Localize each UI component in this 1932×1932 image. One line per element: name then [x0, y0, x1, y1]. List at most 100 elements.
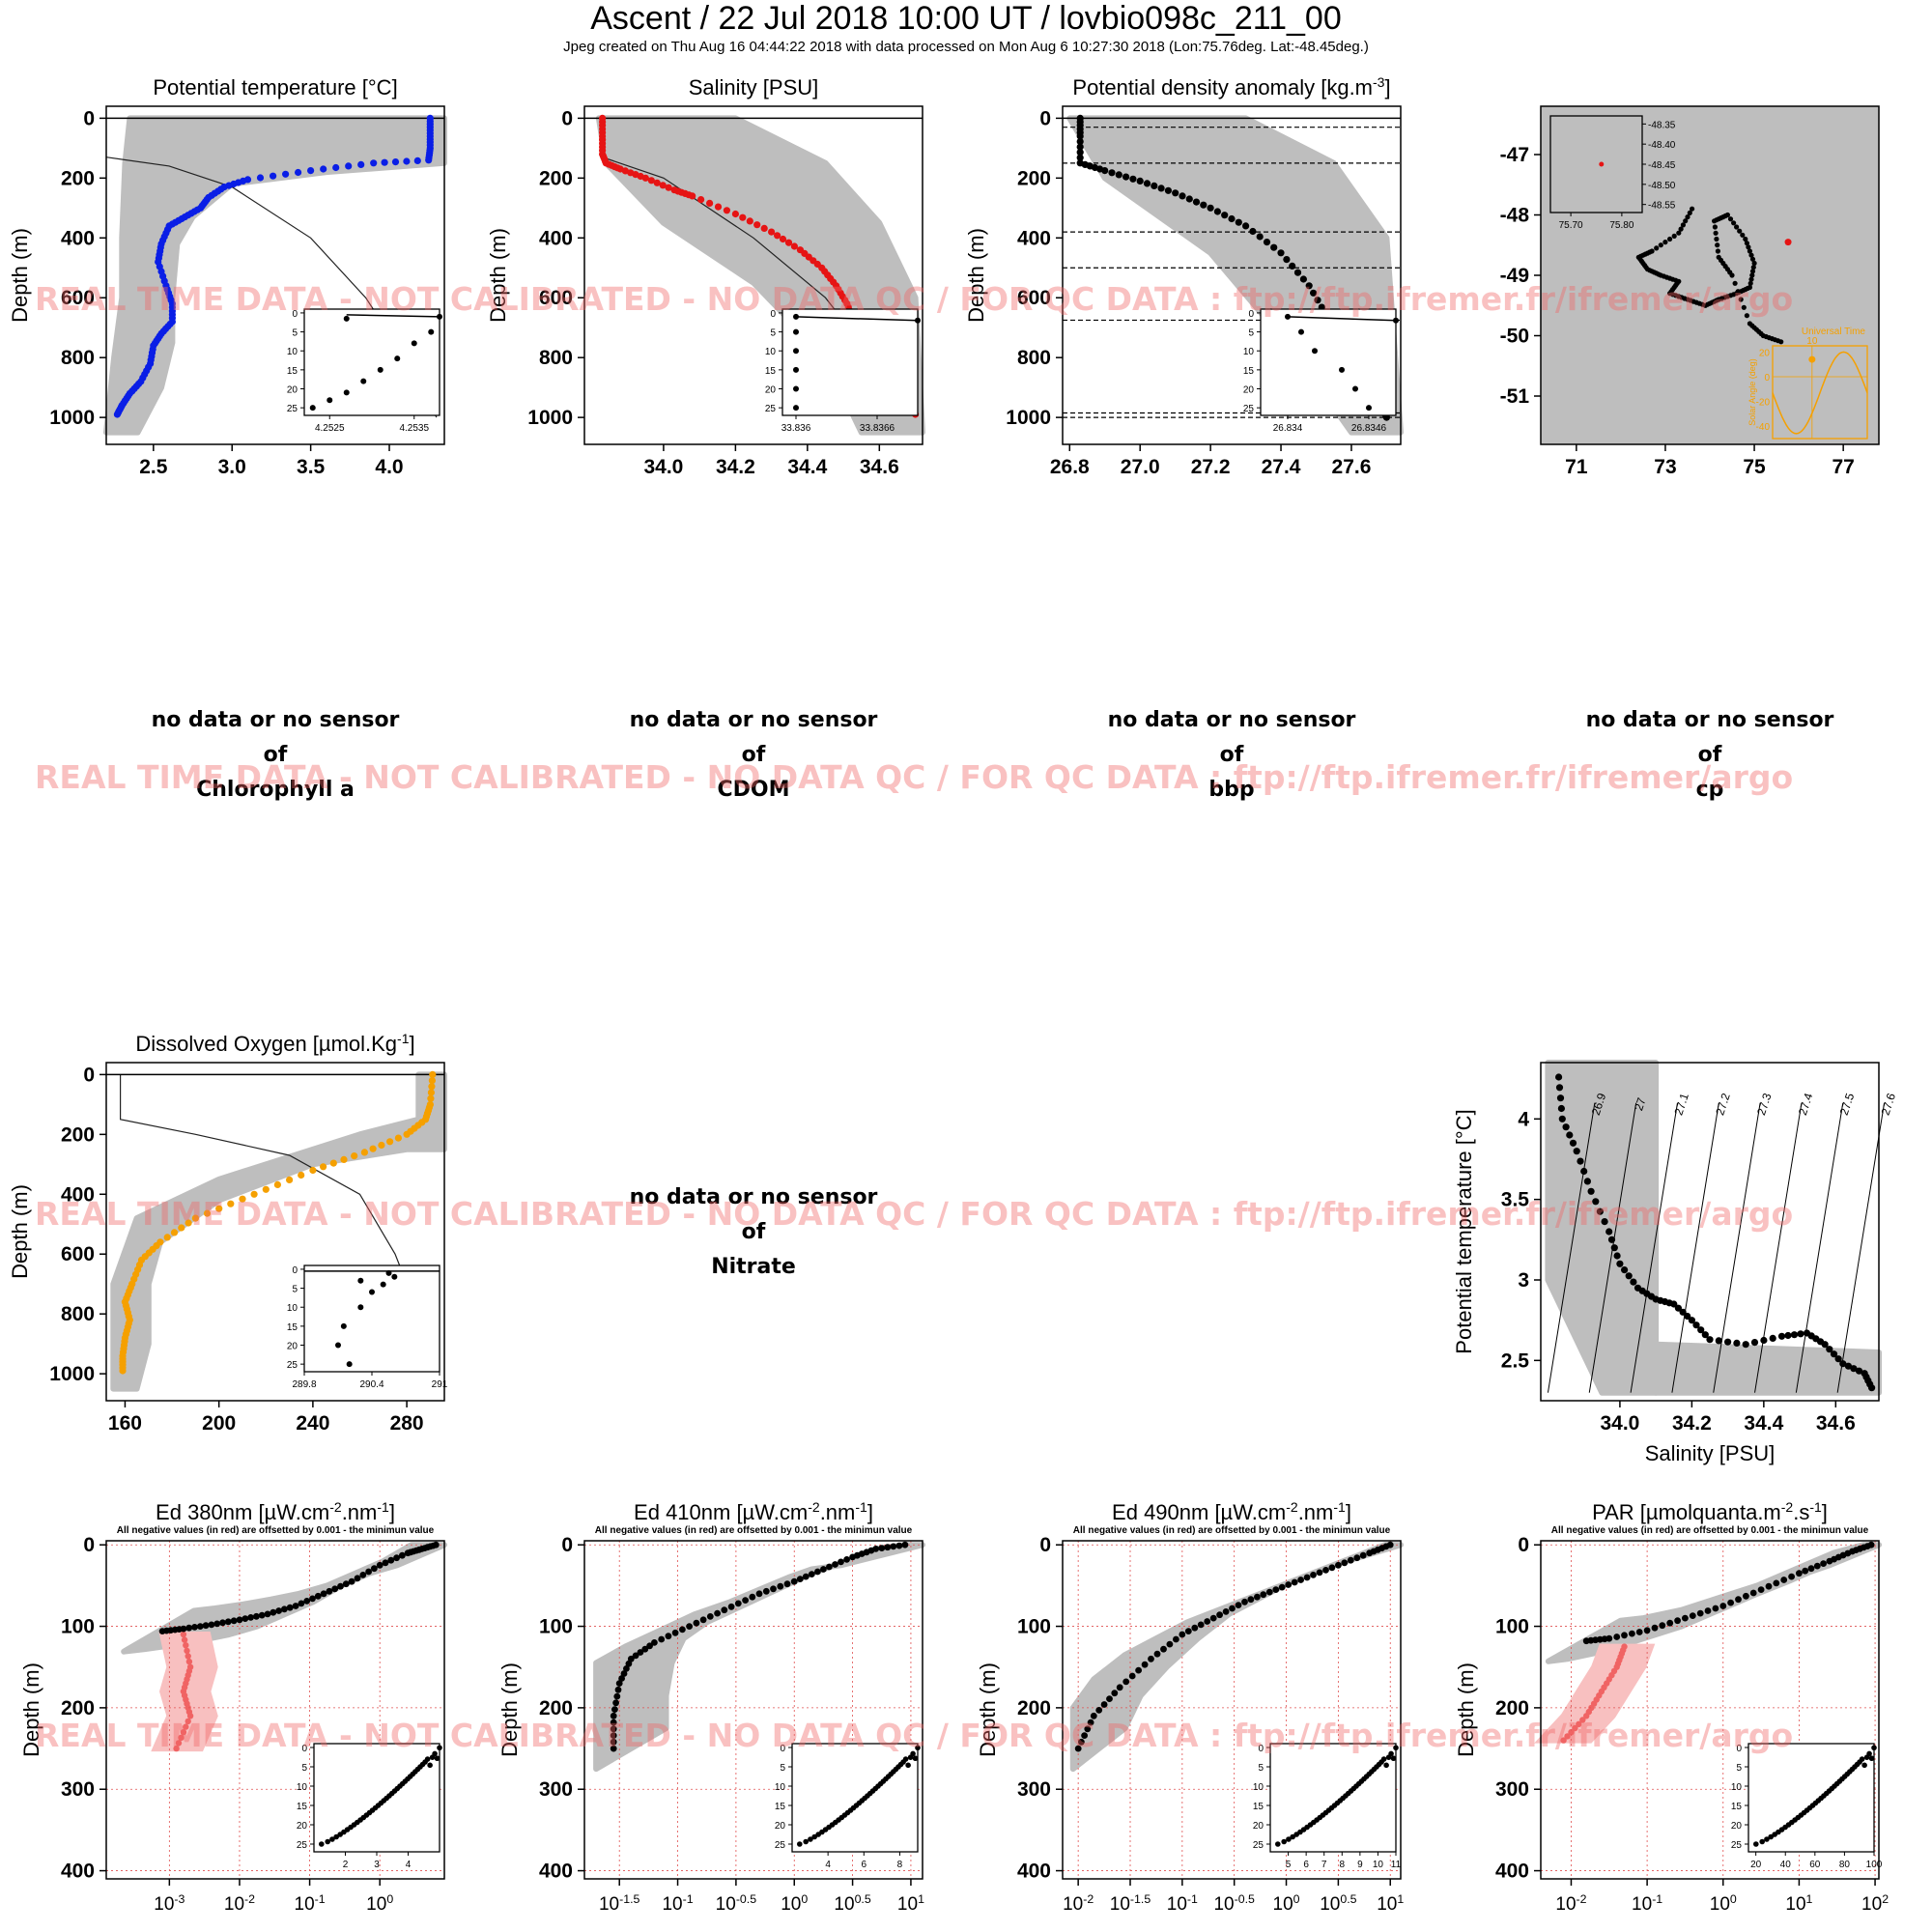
map-inset-x-tick-label: 75.70: [1559, 220, 1583, 231]
title-superscript: -1: [377, 1499, 389, 1515]
ts-point: [1797, 1330, 1804, 1338]
profile-point: [1310, 1572, 1317, 1578]
profile-point: [320, 1590, 327, 1598]
track-point: [1729, 272, 1735, 278]
title-superscript: -1: [397, 1031, 410, 1046]
plot-frame: [1062, 105, 1402, 445]
profile-point: [1228, 214, 1236, 223]
profile-point: [1213, 208, 1221, 215]
inset-point: [1759, 1838, 1765, 1845]
profile-point: [1366, 1549, 1374, 1557]
x-tick-label: 100: [1710, 1892, 1737, 1915]
profile-point: [1122, 173, 1130, 181]
profile-point: [1277, 249, 1285, 257]
chart-title: PAR [µmolquanta.m-2.s-1]: [1592, 1499, 1828, 1524]
profile-point: [727, 1603, 735, 1610]
y-axis-label: Depth (m): [976, 1662, 1000, 1757]
title-segment: Ed 410nm [µW.cm: [634, 1500, 808, 1524]
x-tick-label: 280: [390, 1412, 424, 1435]
inset-x-tick-label: 289.8: [292, 1379, 316, 1390]
profile-point: [610, 1712, 617, 1719]
inset-y-tick-label: 25: [1243, 404, 1255, 414]
profile-point: [1141, 1661, 1149, 1668]
negative-note: All negative values (in red) are offsett…: [595, 1525, 913, 1536]
profile-point: [1197, 1621, 1205, 1629]
y-tick-label: 1000: [527, 407, 573, 429]
profile-point: [281, 1605, 288, 1613]
inset-y-tick-label: 15: [297, 1802, 308, 1812]
profile-point: [646, 1642, 653, 1650]
negative-point: [1572, 1724, 1578, 1732]
x-tick-label: 73: [1654, 456, 1676, 478]
title-segment: .nm: [820, 1500, 856, 1524]
isopycnal-line: [1671, 1102, 1719, 1393]
inset-point: [902, 1756, 909, 1762]
profile-point: [760, 224, 768, 232]
negative-point: [1579, 1717, 1586, 1723]
x-tick-label: 26.8: [1050, 456, 1090, 478]
map-inset-y-tick-label: -48.35: [1648, 120, 1676, 130]
isopycnal-label: 26.9: [1589, 1092, 1609, 1118]
inset-y-tick-label: 25: [297, 1840, 308, 1851]
profile-point: [262, 1185, 270, 1193]
track-point: [1712, 224, 1718, 230]
profile-point: [427, 1089, 435, 1096]
profile-point: [618, 1675, 625, 1682]
y-tick-label: 100: [539, 1616, 573, 1638]
inset-x-tick-label: 8: [1340, 1860, 1346, 1870]
negative-note: All negative values (in red) are offsett…: [1073, 1525, 1391, 1536]
title-superscript: -1: [855, 1499, 867, 1515]
inset-point: [391, 1273, 398, 1280]
inset-x-tick-label: 6: [1303, 1860, 1309, 1870]
x-tick-label: 102: [1861, 1892, 1889, 1915]
y-tick-label: 0: [1518, 1534, 1529, 1556]
y-tick-label: 0: [561, 1534, 573, 1556]
profile-point: [1305, 282, 1313, 290]
chart-title: Dissolved Oxygen [µmol.Kg-1]: [135, 1031, 414, 1056]
map-inset-y-tick-label: -48.55: [1648, 201, 1676, 212]
track-point: [1749, 272, 1755, 278]
no-data-line2: of: [741, 1220, 766, 1244]
profile-point: [790, 242, 799, 250]
negative-point: [1576, 1720, 1582, 1728]
no-data-line2: of: [741, 743, 766, 767]
isopycnal-label: 27.2: [1713, 1092, 1733, 1118]
inset-y-tick-label: 10: [287, 347, 298, 357]
x-tick-label: 34.4: [787, 456, 827, 478]
profile-point: [329, 1159, 337, 1167]
x-tick-base: 10: [224, 1894, 244, 1915]
profile-point: [1173, 1635, 1179, 1643]
profile-point: [838, 1558, 844, 1566]
x-tick-label: 34.0: [643, 456, 683, 478]
y-tick-label: 200: [61, 1123, 95, 1146]
isopycnal-label: 27.5: [1837, 1092, 1858, 1118]
profile-point: [282, 170, 290, 178]
profile-point: [1076, 137, 1084, 146]
profile-point: [890, 1543, 897, 1550]
y-tick-label: 2.5: [1501, 1350, 1530, 1372]
y-tick-label: -51: [1500, 385, 1530, 408]
title-segment: Ed 490nm [µW.cm: [1112, 1500, 1286, 1524]
inset-frame: [1269, 1743, 1397, 1853]
isopycnal-line: [1713, 1102, 1761, 1393]
x-tick-exponent: 0.5: [1340, 1892, 1356, 1906]
isopycnal-line: [1630, 1102, 1678, 1393]
profile-point: [1157, 185, 1165, 192]
y-tick-label: 600: [61, 287, 95, 309]
inset-point: [1298, 328, 1304, 335]
y-tick-label: 400: [61, 1183, 95, 1206]
inset-y-tick-label: 10: [1253, 1782, 1264, 1793]
track-point: [1667, 236, 1673, 242]
no-data-line2: of: [1697, 743, 1722, 767]
y-tick-label: 200: [1017, 1697, 1051, 1719]
inset-point: [434, 1755, 440, 1762]
page-title: Ascent / 22 Jul 2018 10:00 UT / lovbio09…: [590, 0, 1342, 37]
profile-point: [404, 1549, 412, 1557]
title-segment: .nm: [342, 1500, 378, 1524]
profile-point: [239, 1195, 246, 1203]
inset-y-tick-label: 25: [287, 404, 298, 414]
profile-point: [185, 1624, 193, 1632]
profile-point: [1222, 1608, 1230, 1615]
y-tick-label: 600: [61, 1243, 95, 1265]
profile-point: [671, 1629, 679, 1636]
